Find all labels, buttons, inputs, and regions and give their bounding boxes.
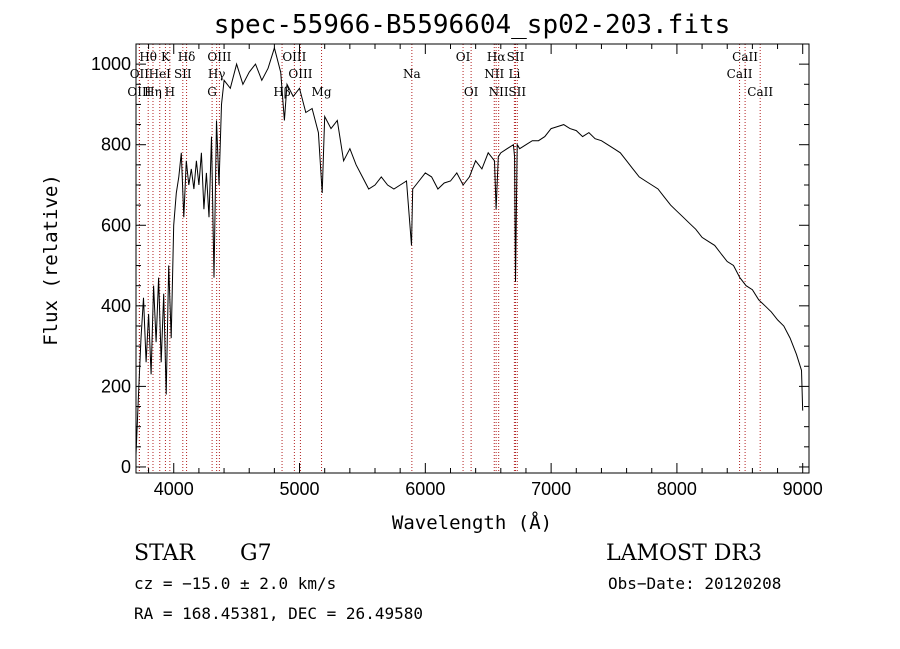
y-tick-label: 800: [101, 135, 131, 155]
line-label: NII: [489, 85, 509, 99]
line-label: CaII: [732, 50, 758, 64]
y-tick-label: 400: [101, 296, 131, 316]
x-tick-label: 5000: [280, 479, 320, 499]
y-tick-label: 200: [101, 376, 131, 396]
y-tick-label: 0: [121, 457, 131, 477]
line-label: Mg: [312, 85, 332, 99]
x-tick-label: 7000: [531, 479, 571, 499]
line-label: SII: [174, 67, 192, 81]
line-label: OIII: [207, 50, 231, 64]
y-axis-ticks: 0 200 400 600 800 1000: [91, 54, 809, 477]
line-label: OI: [456, 50, 471, 64]
line-label: NII: [484, 67, 504, 81]
line-label: OI: [464, 85, 479, 99]
obs-date: Obs−Date: 20120208: [608, 574, 781, 593]
x-axis-ticks: 4000 5000 6000 7000 8000 9000: [148, 44, 823, 499]
line-label: Hα: [487, 50, 506, 64]
line-label: Na: [403, 67, 421, 81]
line-label: SII: [507, 50, 525, 64]
chart-title: spec-55966-B5596604_sp02-203.fits: [214, 10, 731, 40]
line-label: OIII: [282, 50, 306, 64]
flux-series-line: [135, 46, 804, 455]
line-label: K: [161, 50, 171, 64]
line-label: CaII: [727, 67, 753, 81]
line-label: OIII: [288, 67, 312, 81]
line-label: OII: [130, 67, 150, 81]
line-label: CaII: [747, 85, 773, 99]
line-label: OIII: [127, 85, 151, 99]
line-label: HeI: [149, 67, 172, 81]
coordinates: RA = 168.45381, DEC = 26.49580: [134, 604, 423, 623]
x-tick-label: 4000: [154, 479, 194, 499]
line-label: Hδ: [178, 50, 196, 64]
line-label: Hγ: [208, 67, 226, 81]
y-tick-label: 600: [101, 215, 131, 235]
y-tick-label: 1000: [91, 54, 131, 74]
line-label: Li: [508, 67, 520, 81]
line-label: G: [207, 85, 217, 99]
x-tick-label: 6000: [405, 479, 445, 499]
x-tick-label: 9000: [783, 479, 823, 499]
object-subclass: G7: [240, 541, 272, 566]
line-label: Hθ: [139, 50, 157, 64]
object-class: STAR: [134, 541, 196, 566]
spectral-line-markers: [138, 44, 761, 473]
plot-frame: [135, 43, 810, 474]
redshift-text: cz = −15.0 ± 2.0 km/s: [134, 574, 336, 593]
line-label: H: [165, 85, 175, 99]
line-label: SII: [508, 85, 526, 99]
x-tick-label: 8000: [657, 479, 697, 499]
y-axis-label: Flux (relative): [40, 174, 62, 346]
survey-name: LAMOST DR3: [606, 541, 762, 566]
x-axis-label: Wavelength (Å): [392, 511, 552, 534]
line-label: Hη: [144, 85, 162, 99]
